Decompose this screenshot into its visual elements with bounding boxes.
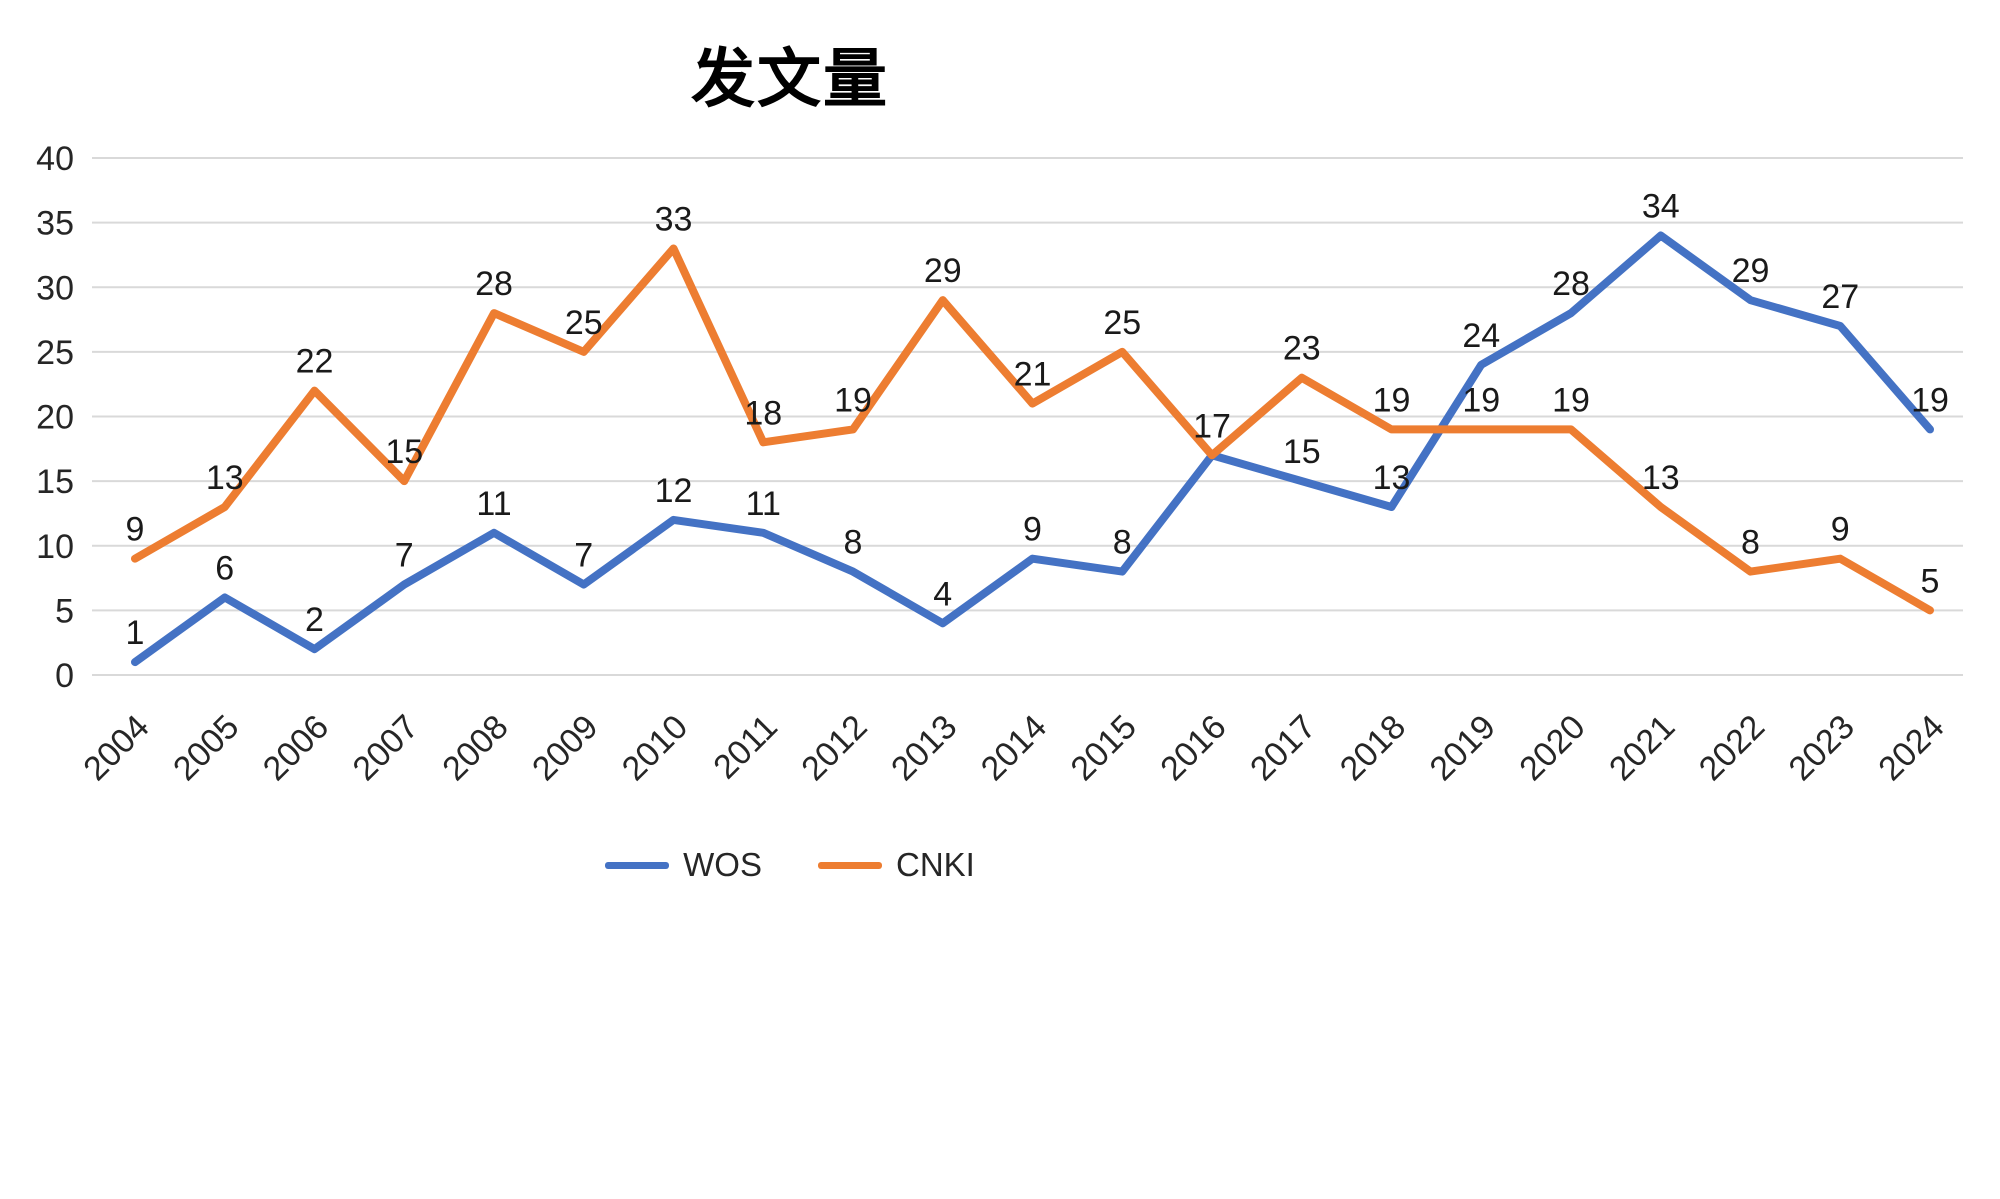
data-label: 13 [206, 459, 244, 497]
gridlines [92, 157, 1963, 676]
data-label: 2 [305, 601, 324, 639]
data-label: 5 [1921, 562, 1940, 600]
data-label: 19 [1373, 381, 1411, 419]
x-axis-labels: 2004 2005 2006 2007 2008 2009 2010 2011 2012 2013… [76, 708, 1951, 788]
y-axis-labels: 0 5 10 15 20 25 30 35 40 [36, 140, 74, 695]
data-label: 28 [1552, 265, 1590, 303]
x-tick-label: 2012 [794, 708, 874, 788]
data-label: 11 [746, 485, 781, 523]
y-tick-label: 20 [36, 399, 74, 437]
x-tick-label: 2009 [525, 708, 605, 788]
data-label: 27 [1821, 278, 1859, 316]
data-label: 11 [476, 485, 511, 523]
x-tick-label: 2023 [1782, 708, 1862, 788]
data-label: 13 [1642, 459, 1680, 497]
y-tick-label: 15 [36, 463, 74, 501]
data-label: 12 [655, 472, 693, 510]
data-label: 34 [1642, 188, 1680, 226]
data-label: 4 [933, 575, 952, 613]
y-tick-label: 0 [55, 657, 74, 695]
x-tick-label: 2017 [1243, 708, 1323, 788]
legend-label-wos: WOS [683, 846, 762, 883]
series-line-cnki [131, 244, 1934, 615]
data-label: 25 [565, 304, 603, 342]
data-label: 33 [655, 200, 693, 238]
data-label: 6 [215, 549, 234, 587]
x-tick-label: 2019 [1423, 708, 1503, 788]
chart-title: 发文量 [691, 44, 889, 115]
series-line-wos [131, 231, 1934, 667]
data-label: 18 [744, 394, 782, 432]
data-label: 19 [1552, 381, 1590, 419]
data-label: 19 [1462, 381, 1500, 419]
x-tick-label: 2006 [256, 708, 336, 788]
y-tick-label: 35 [36, 205, 74, 243]
data-label: 29 [924, 252, 962, 290]
x-tick-label: 2005 [166, 708, 246, 788]
y-tick-label: 30 [36, 269, 74, 307]
legend-label-cnki: CNKI [895, 846, 975, 883]
x-tick-label: 2024 [1871, 708, 1951, 788]
data-label: 19 [1911, 381, 1949, 419]
data-label: 28 [475, 265, 513, 303]
data-label: 8 [1741, 524, 1760, 562]
data-label: 15 [385, 433, 423, 471]
data-label: 8 [1113, 524, 1132, 562]
data-label: 9 [1023, 511, 1042, 549]
x-tick-label: 2007 [346, 708, 426, 788]
data-label: 9 [1831, 511, 1850, 549]
x-tick-label: 2004 [76, 708, 156, 788]
legend-item-wos: WOS [605, 846, 762, 884]
y-tick-label: 40 [36, 140, 74, 178]
x-tick-label: 2015 [1064, 708, 1144, 788]
x-tick-label: 2021 [1602, 708, 1682, 788]
x-tick-label: 2018 [1333, 708, 1413, 788]
x-tick-label: 2022 [1692, 708, 1772, 788]
x-tick-label: 2014 [974, 708, 1054, 788]
data-label: 7 [395, 537, 414, 575]
data-label: 17 [1193, 407, 1231, 445]
x-tick-label: 2008 [435, 708, 515, 788]
legend: WOS CNKI [0, 846, 1580, 884]
data-label: 8 [844, 524, 863, 562]
x-tick-label: 2010 [615, 708, 695, 788]
data-label: 13 [1373, 459, 1411, 497]
y-tick-label: 25 [36, 334, 74, 372]
data-label: 15 [1283, 433, 1321, 471]
data-label: 1 [126, 614, 145, 652]
data-label: 25 [1103, 304, 1141, 342]
data-label: 19 [834, 381, 872, 419]
data-label: 22 [296, 343, 334, 381]
x-tick-label: 2016 [1153, 708, 1233, 788]
legend-item-cnki: CNKI [817, 846, 975, 884]
wos-line-swatch [605, 861, 670, 869]
x-tick-label: 2020 [1512, 708, 1592, 788]
cnki-line-swatch [817, 861, 882, 869]
data-label: 21 [1014, 356, 1052, 394]
data-label: 24 [1462, 317, 1500, 355]
data-label: 23 [1283, 330, 1321, 368]
x-tick-label: 2013 [884, 708, 964, 788]
x-tick-label: 2011 [706, 708, 785, 787]
data-label: 9 [126, 511, 145, 549]
y-tick-label: 10 [36, 528, 74, 566]
y-tick-label: 5 [55, 592, 74, 630]
data-label: 7 [574, 537, 593, 575]
data-label: 29 [1732, 252, 1770, 290]
